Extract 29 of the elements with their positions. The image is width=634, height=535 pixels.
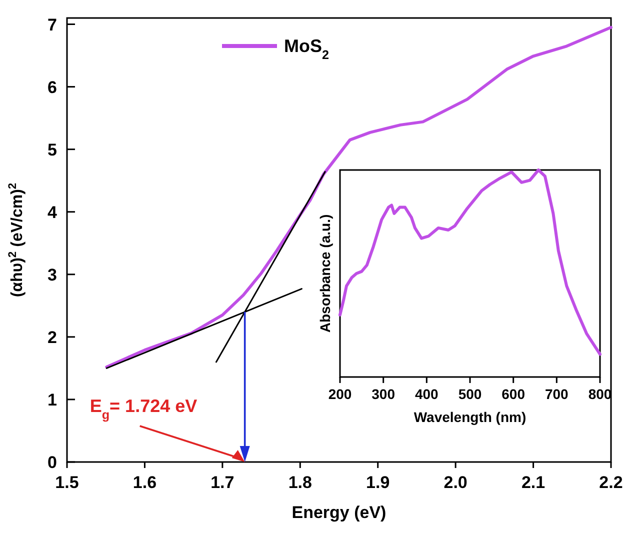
x-tick-label: 1.9 <box>366 473 390 492</box>
y-tick-label: 6 <box>48 78 57 97</box>
x-tick-label: 1.5 <box>55 473 79 492</box>
y-tick-label: 4 <box>48 202 58 222</box>
x-tick-label: 2.1 <box>521 473 546 492</box>
x-axis-title: Wavelength (nm) <box>414 409 526 425</box>
x-tick-label: 300 <box>372 386 396 402</box>
annotation: E$_{g}$= 1.724 eV <box>90 396 198 422</box>
x-tick-label: 800 <box>588 386 612 402</box>
x-tick-label: 1.8 <box>288 473 312 492</box>
y-axis-title: Absorbance (a.u.) <box>317 214 333 333</box>
x-tick-label: 2.0 <box>444 473 468 492</box>
y-tick-label: 3 <box>48 265 57 284</box>
x-tick-label: 2.2 <box>599 473 623 492</box>
x-tick-label: 400 <box>414 386 439 402</box>
x-tick-label: 1.7 <box>210 473 234 492</box>
y-tick-label: 0 <box>48 453 57 472</box>
y-tick-label: 5 <box>48 140 57 160</box>
y-tick-label: 7 <box>48 15 57 34</box>
legend-label: MoS$_{2}$ <box>284 36 330 62</box>
x-axis-title: Energy (eV) <box>292 503 386 522</box>
x-tick-label: 1.6 <box>132 473 157 492</box>
y-tick-label: 2 <box>48 328 57 347</box>
x-tick-label: 500 <box>458 386 482 402</box>
x-tick-label: 600 <box>502 386 526 402</box>
x-tick-label: 200 <box>328 386 352 402</box>
x-tick-label: 700 <box>544 386 569 402</box>
line-series <box>105 26 612 368</box>
y-tick-label: 1 <box>48 390 57 410</box>
